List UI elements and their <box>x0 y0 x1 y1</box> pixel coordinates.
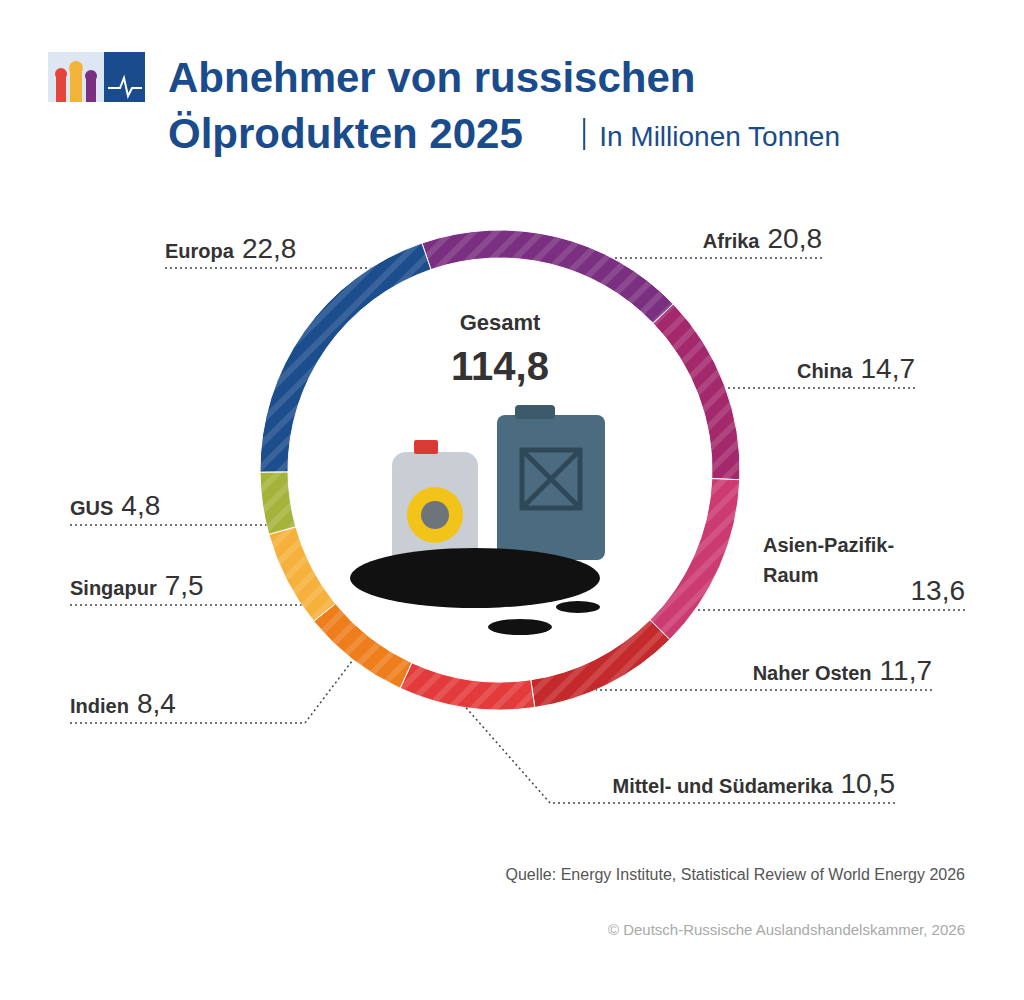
svg-text:Naher Osten11,7: Naher Osten11,7 <box>753 655 932 686</box>
svg-text:© Deutsch-Russische Auslandsha: © Deutsch-Russische Auslandshandelskamme… <box>608 921 965 938</box>
svg-text:Ölprodukten 2025: Ölprodukten 2025 <box>168 110 523 157</box>
svg-text:Afrika20,8: Afrika20,8 <box>703 223 822 254</box>
svg-text:Europa22,8: Europa22,8 <box>165 233 296 264</box>
svg-text:Singapur7,5: Singapur7,5 <box>70 570 204 601</box>
svg-text:China14,7: China14,7 <box>797 353 915 384</box>
svg-text:GUS4,8: GUS4,8 <box>70 490 160 521</box>
svg-text:Abnehmer von russischen: Abnehmer von russischen <box>168 54 695 101</box>
svg-text:Raum: Raum <box>763 564 819 586</box>
svg-text:114,8: 114,8 <box>451 344 549 388</box>
svg-text:Gesamt: Gesamt <box>460 310 541 335</box>
svg-text:In Millionen Tonnen: In Millionen Tonnen <box>599 121 840 152</box>
svg-text:Mittel- und Südamerika10,5: Mittel- und Südamerika10,5 <box>612 768 895 799</box>
svg-text:Quelle: Energy Institute, Stat: Quelle: Energy Institute, Statistical Re… <box>506 866 966 883</box>
svg-text:Indien8,4: Indien8,4 <box>70 688 176 719</box>
svg-text:Asien-Pazifik-: Asien-Pazifik- <box>763 534 894 556</box>
svg-text:13,6: 13,6 <box>911 575 966 606</box>
